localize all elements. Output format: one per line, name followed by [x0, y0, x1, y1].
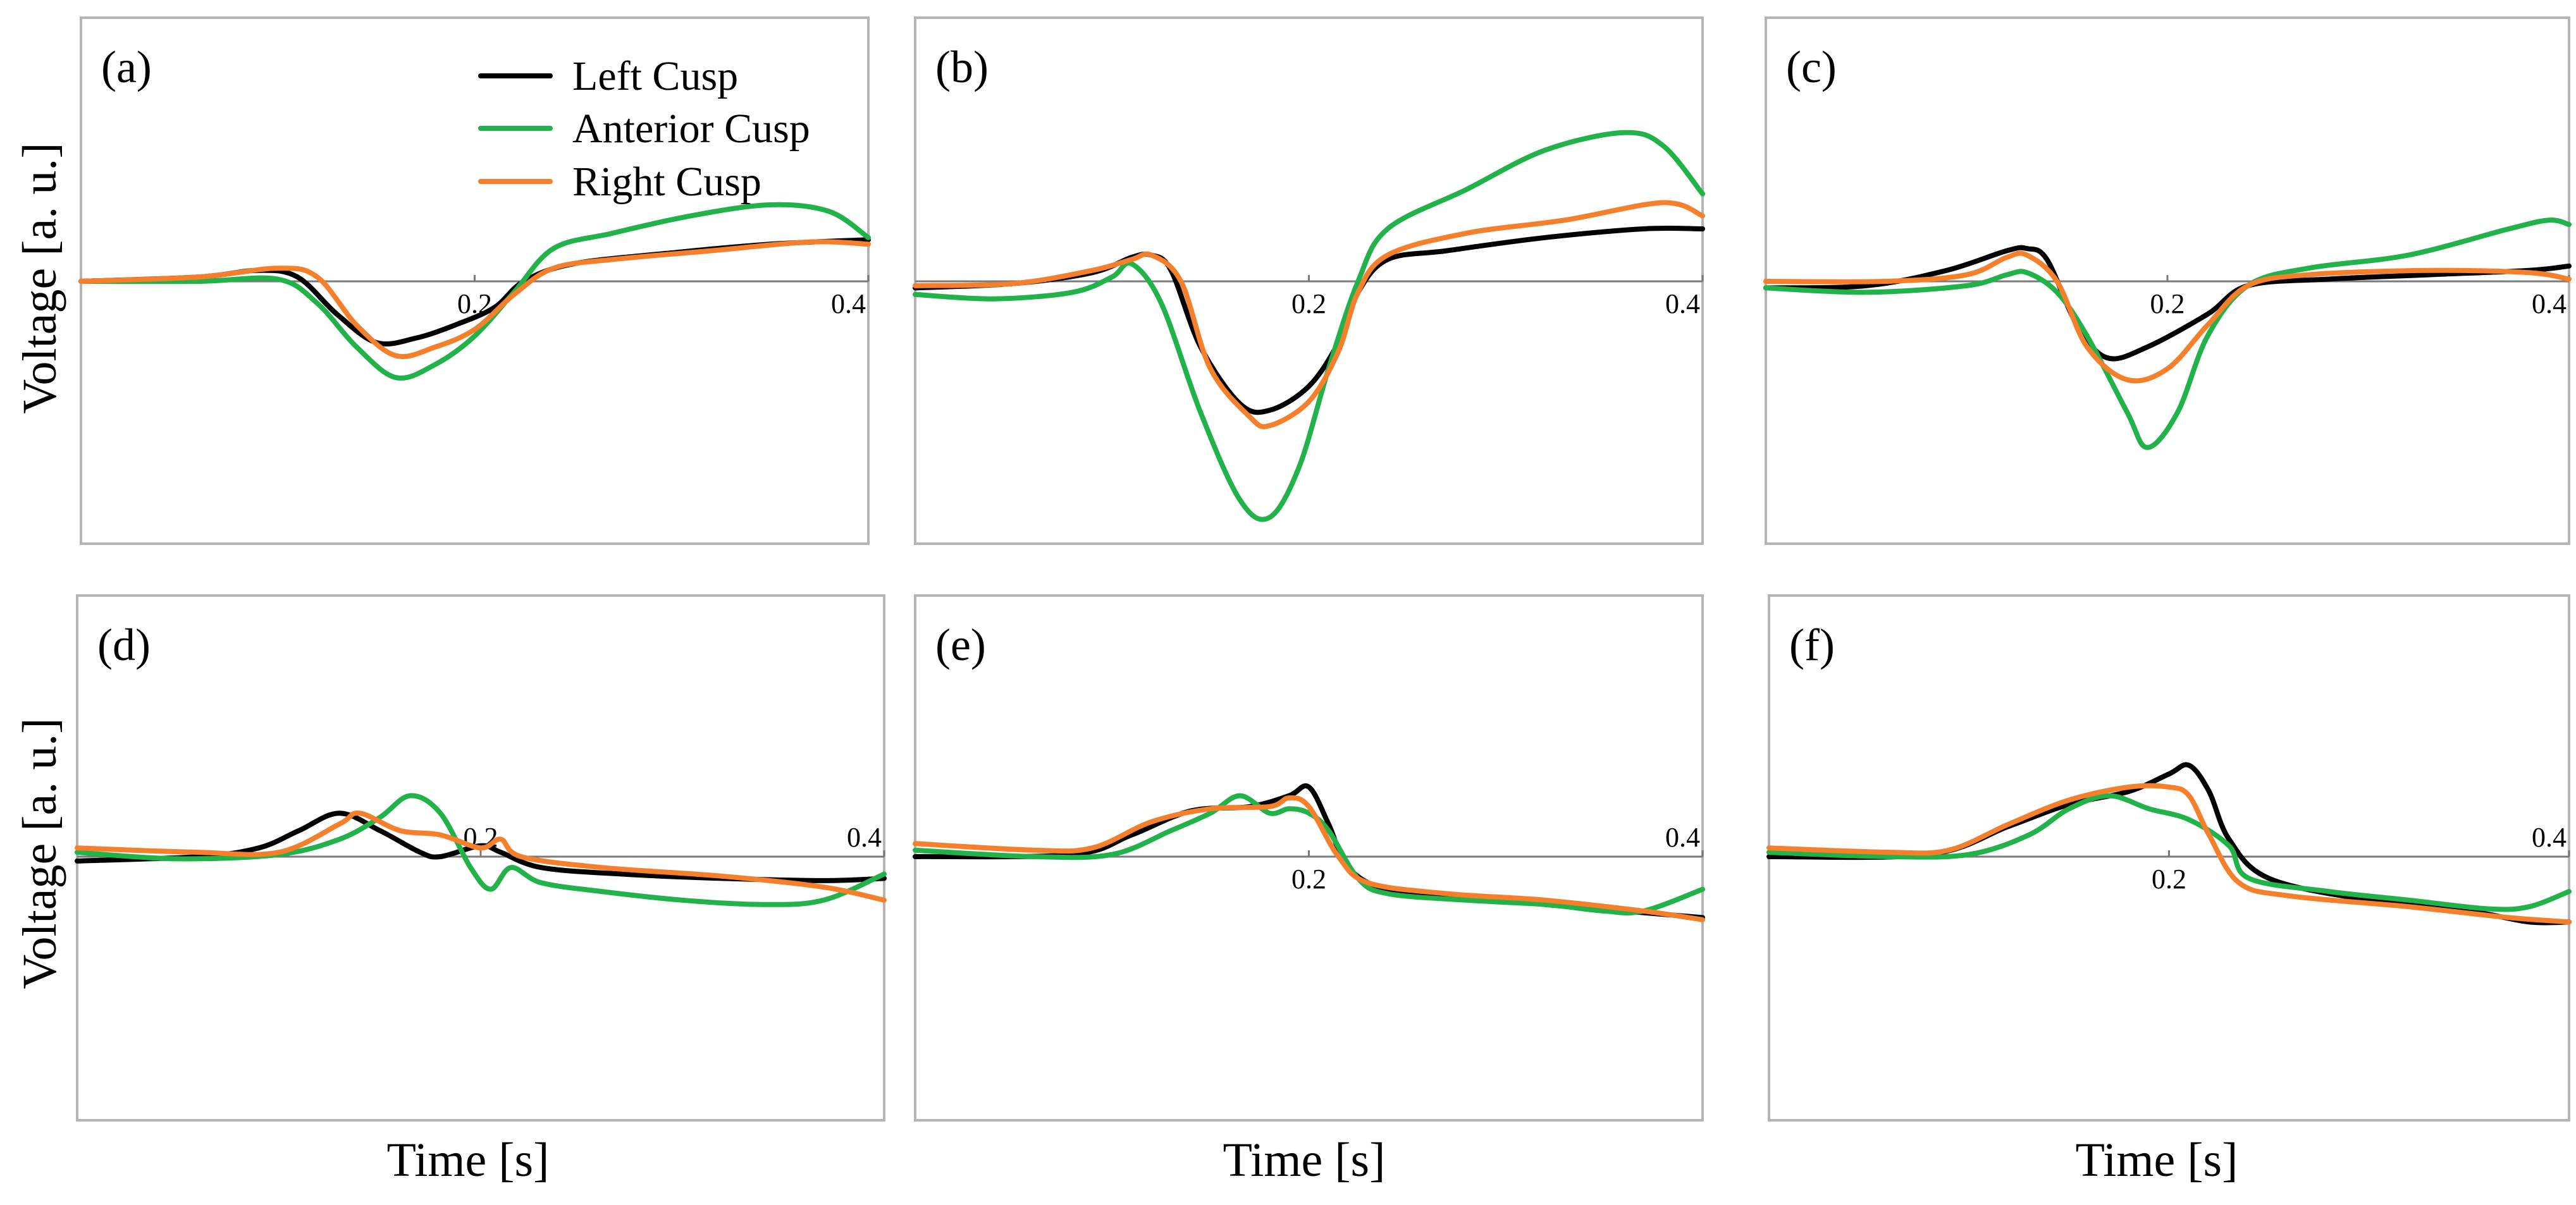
y-axis-label-top: Voltage [a. u.] [13, 142, 66, 413]
x-tick-label: 0.4 [2532, 288, 2567, 319]
x-tick-label: 0.2 [1291, 288, 1326, 319]
series-line-anterior-cusp [913, 793, 1705, 916]
panel-label: (d) [97, 620, 151, 670]
panel-f: 0.2 0.4 (f) [1766, 594, 2572, 1122]
legend-label-anterior-cusp: Anterior Cusp [572, 106, 810, 152]
panel-label: (c) [1786, 42, 1837, 92]
x-tick-label: 0.4 [1665, 288, 1700, 319]
series-line-anterior-cusp [1766, 793, 2572, 912]
x-axis-label-1: Time [s] [387, 1134, 550, 1187]
series-line-anterior-cusp [1763, 217, 2572, 450]
panel-label: (b) [935, 42, 989, 92]
panel-label: (f) [1789, 620, 1835, 670]
series-line-anterior-cusp [913, 130, 1705, 522]
legend-label-left-cusp: Left Cusp [572, 53, 738, 99]
panel-e: 0.2 0.4 (e) [913, 594, 1705, 1122]
x-tick-label: 0.4 [847, 822, 882, 853]
y-axis-label-bottom: Voltage [a. u.] [13, 718, 66, 989]
panel-c: 0.2 0.4 (c) [1763, 16, 2572, 545]
series-line-anterior-cusp [78, 202, 871, 381]
series-line-left-cusp [1763, 245, 2572, 362]
panel-d: 0.2 0.4(d) [75, 594, 887, 1122]
panel-b: 0.2 0.4 (b) [913, 16, 1705, 545]
series-line-right-cusp [1763, 250, 2572, 384]
x-tick-label: 0.4 [2532, 822, 2567, 853]
legend-label-right-cusp: Right Cusp [572, 159, 761, 205]
x-axis-label-2: Time [s] [1223, 1134, 1386, 1187]
x-axis-label-3: Time [s] [2076, 1134, 2238, 1187]
x-tick-label: 0.4 [831, 288, 866, 319]
x-tick-label: 0.2 [1291, 864, 1326, 895]
panel-label: (a) [101, 42, 152, 92]
panels: 0.2 0.4(a)0.2 0.4(b)0.2 0.4(c)0.2 0.4(d)0.20… [75, 16, 2572, 1122]
x-tick-label: 0.4 [1665, 822, 1700, 853]
series-line-right-cusp [78, 239, 871, 359]
panel-a: 0.2 0.4(a) [78, 16, 871, 545]
panel-label: (e) [935, 620, 986, 670]
series-line-right-cusp [75, 810, 887, 903]
x-tick-label: 0.2 [2150, 288, 2185, 319]
legend: Left Cusp Anterior Cusp Right Cusp [478, 53, 810, 205]
series-line-right-cusp [1766, 783, 2572, 925]
series-line-right-cusp [913, 200, 1705, 429]
series-line-right-cusp [913, 795, 1705, 922]
x-tick-label: 0.2 [2152, 864, 2186, 895]
